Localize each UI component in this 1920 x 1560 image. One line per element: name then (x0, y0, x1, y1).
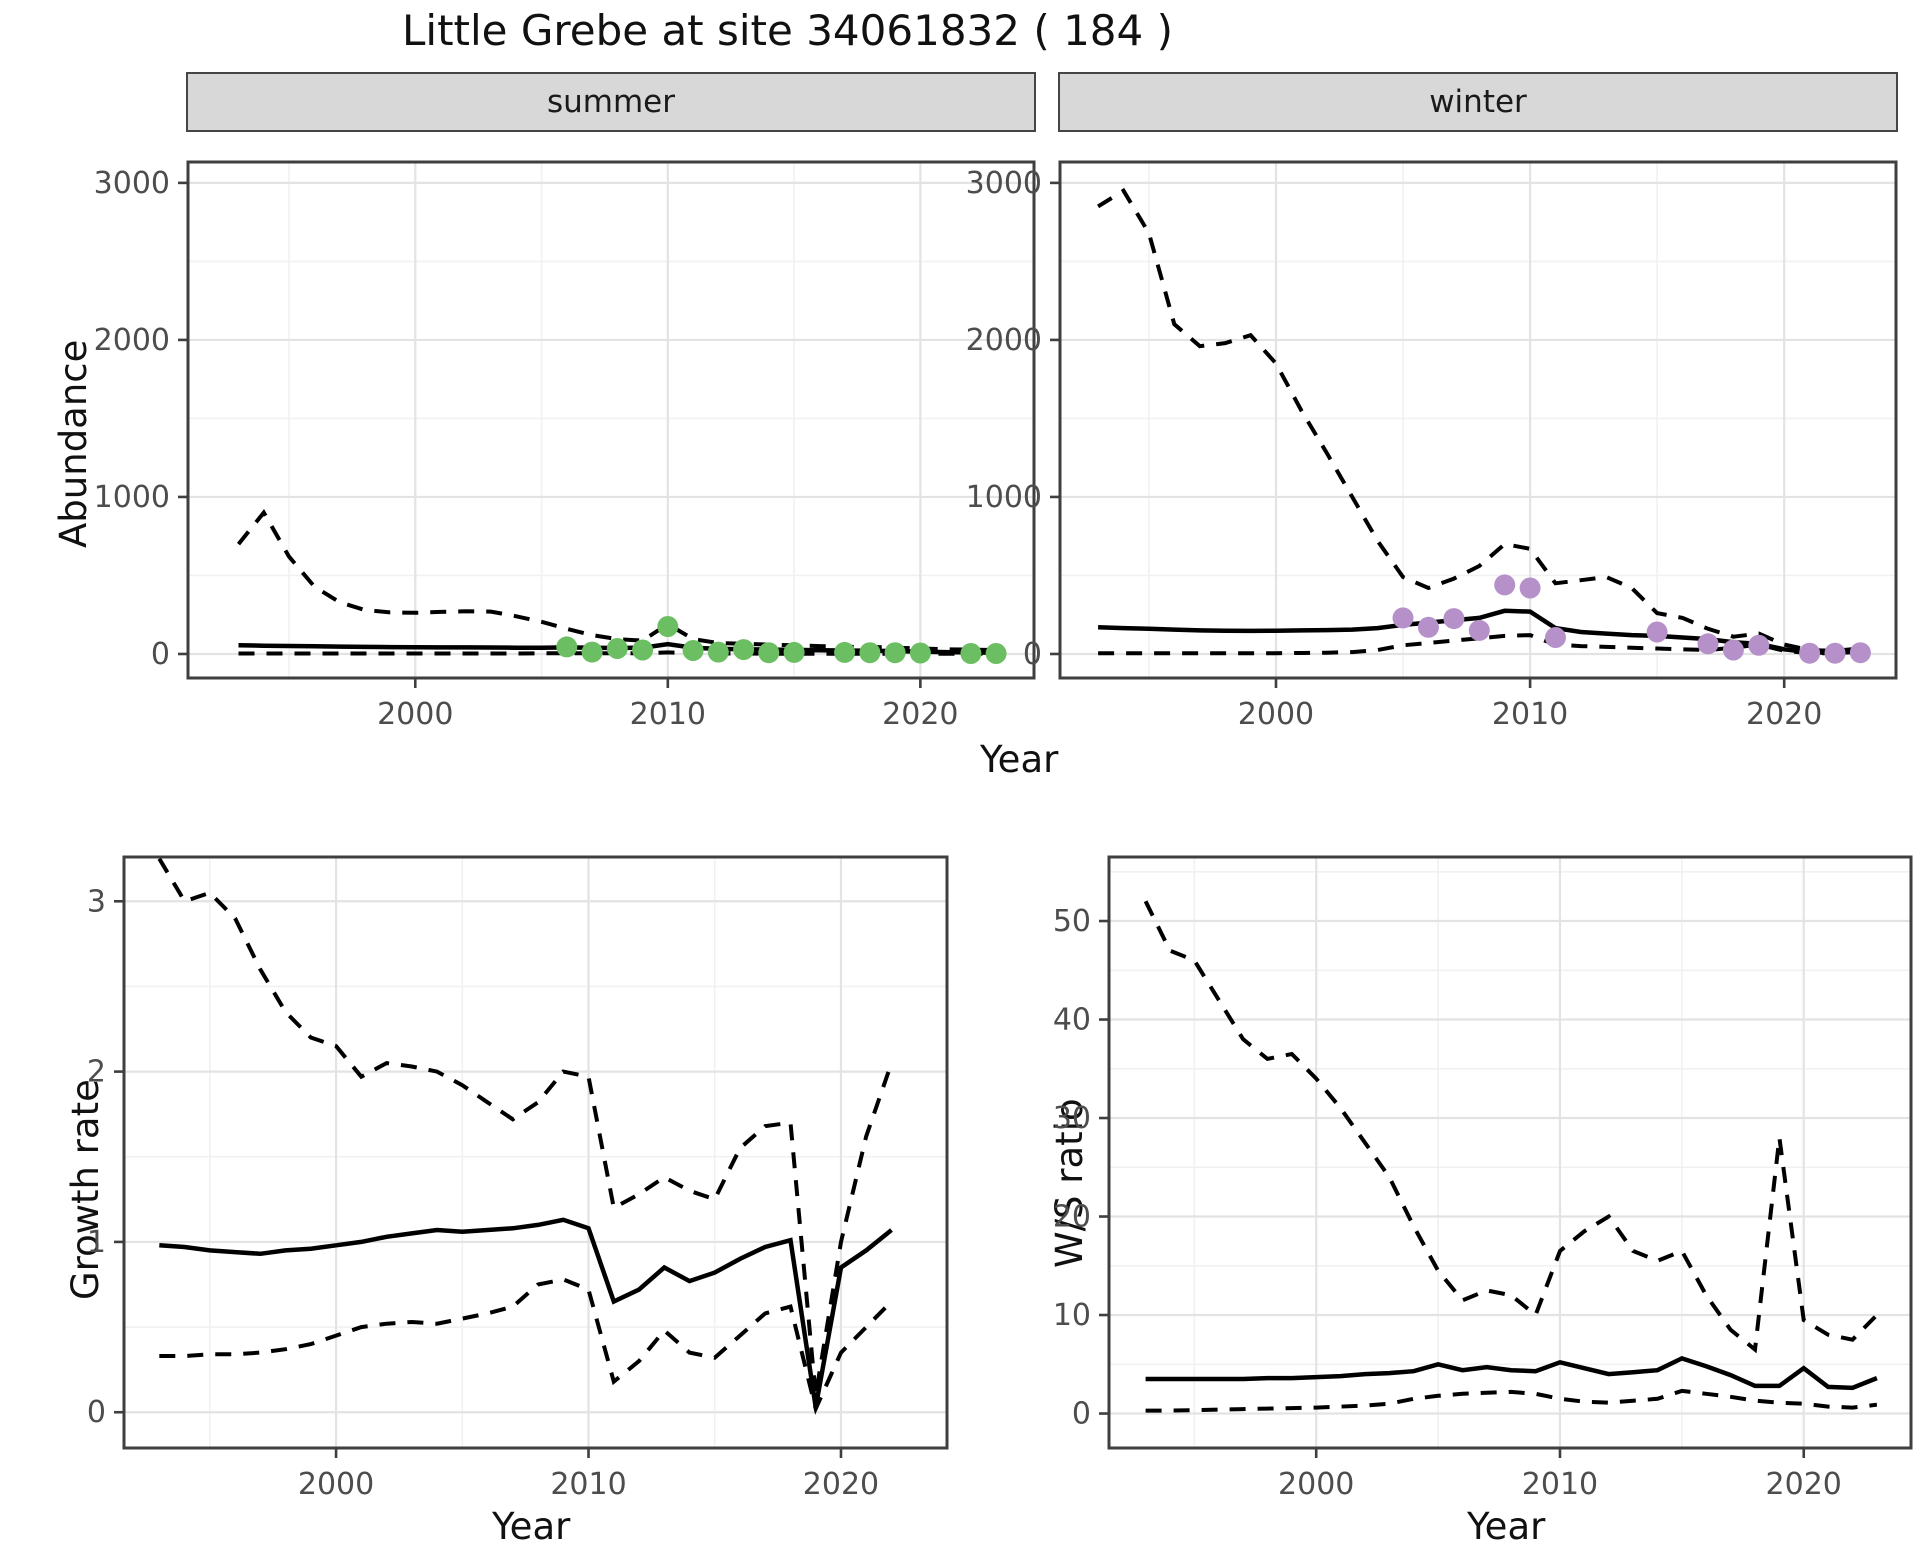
panel-ws-ratio: 2000 2010 2020 0 10 20 30 40 50 (1053, 855, 1913, 1502)
x-tick-label: 2020 (882, 697, 958, 732)
x-tick-label: 2010 (1522, 1467, 1598, 1502)
observed-winter-counts-point (1545, 627, 1566, 648)
x-axis-title-year-top: Year (980, 738, 1059, 781)
x-tick-label: 2010 (550, 1467, 626, 1502)
observed-winter-counts-point (1494, 574, 1516, 596)
x-tick-label: 2020 (803, 1467, 879, 1502)
y-tick-label: 2 (87, 1055, 106, 1090)
y-tick-label: 0 (1023, 637, 1042, 672)
series-lower_95ci (1145, 1388, 1878, 1413)
observed-summer-counts-point (657, 616, 679, 637)
observed-summer-counts-point (884, 642, 906, 664)
series-lower_95ci (159, 1277, 893, 1415)
facet-strip-summer-label: summer (546, 84, 675, 120)
x-tick-label: 2010 (630, 697, 706, 732)
page-title: Little Grebe at site 34061832 ( 184 ) (402, 6, 1173, 55)
observed-summer-counts-point (859, 642, 881, 664)
panel-border (1058, 160, 1898, 680)
observed-winter-counts-point (1519, 577, 1541, 599)
observed-winter-counts-point (1443, 608, 1465, 630)
observed-winter-counts-point (1748, 634, 1770, 656)
observed-winter-counts-point (1849, 642, 1871, 664)
observed-winter-counts-point (1799, 642, 1821, 664)
panel-border (122, 855, 949, 1450)
panel-background (1109, 857, 1911, 1448)
y-tick-label: 2000 (966, 323, 1042, 358)
x-tick-label: 2000 (298, 1467, 374, 1502)
panel-background (1060, 162, 1896, 678)
y-tick-label: 30 (1053, 1101, 1091, 1136)
observed-summer-counts-point (632, 639, 654, 661)
y-tick-label: 40 (1053, 1003, 1091, 1038)
series-upper_95ci (157, 857, 894, 1396)
panel-border (1107, 855, 1913, 1450)
y-tick-label: 20 (1053, 1200, 1091, 1235)
y-tick-label: 0 (151, 637, 170, 672)
observed-summer-counts-point (733, 639, 755, 661)
series-upper_95ci (1143, 900, 1879, 1354)
observed-winter-counts-point (1824, 642, 1846, 664)
observed-summer-counts-point (909, 642, 931, 664)
y-tick-label: 50 (1053, 904, 1091, 939)
facet-strip-winter: winter (1058, 72, 1898, 132)
x-tick-label: 2020 (1766, 1467, 1842, 1502)
x-tick-label: 2020 (1746, 697, 1822, 732)
observed-summer-counts-point (707, 641, 729, 663)
observed-summer-counts-point (682, 640, 704, 661)
x-tick-label: 2010 (1492, 697, 1568, 732)
observed-summer-counts-point (581, 641, 603, 663)
x-tick-label: 2000 (1278, 1467, 1354, 1502)
panel-growth-rate: 2000 2010 2020 0 1 2 3 (87, 855, 949, 1502)
series-upper_95ci (1097, 187, 1861, 653)
observed-summer-counts-point (758, 642, 780, 664)
y-tick-label: 1000 (966, 480, 1042, 515)
y-tick-label: 1 (87, 1225, 106, 1260)
facet-strip-summer: summer (186, 72, 1036, 132)
observed-summer-counts-point (783, 641, 805, 663)
panel-abundance-summer: 2000 2010 2020 0 1000 2000 3000 (94, 160, 1036, 732)
y-tick-label: 0 (87, 1395, 106, 1430)
series-estimate (159, 1217, 893, 1408)
observed-summer-counts-point (834, 641, 856, 663)
observed-winter-counts-point (1646, 621, 1668, 643)
y-tick-label: 3 (87, 884, 106, 919)
y-tick-label: 2000 (94, 323, 170, 358)
x-axis-title-year-growth: Year (492, 1505, 571, 1548)
observed-summer-counts-point (606, 638, 628, 659)
y-tick-label: 10 (1053, 1298, 1091, 1333)
observed-summer-counts-point (556, 636, 578, 658)
observed-winter-counts-point (1392, 607, 1414, 629)
series-estimate (1145, 1355, 1878, 1391)
facet-strip-winter-label: winter (1429, 84, 1527, 120)
y-tick-label: 3000 (966, 166, 1042, 201)
x-tick-label: 2000 (1238, 697, 1314, 732)
panel-background (188, 162, 1034, 678)
y-tick-label: 1000 (94, 480, 170, 515)
observed-winter-counts-point (1697, 633, 1719, 655)
x-tick-label: 2000 (377, 697, 453, 732)
observed-winter-counts-point (1417, 616, 1439, 638)
panel-abundance-winter: 2000 2010 2020 0 1000 2000 3000 (966, 160, 1898, 732)
panel-border (186, 160, 1036, 680)
observed-summer-counts-point (985, 643, 1007, 664)
y-tick-label: 0 (1072, 1397, 1091, 1432)
observed-summer-counts-point (960, 643, 982, 664)
y-tick-label: 3000 (94, 166, 170, 201)
observed-winter-counts-point (1468, 619, 1490, 641)
observed-winter-counts-point (1722, 639, 1744, 661)
x-axis-title-year-ws: Year (1467, 1505, 1546, 1548)
series-lower_95ci (1098, 633, 1861, 656)
